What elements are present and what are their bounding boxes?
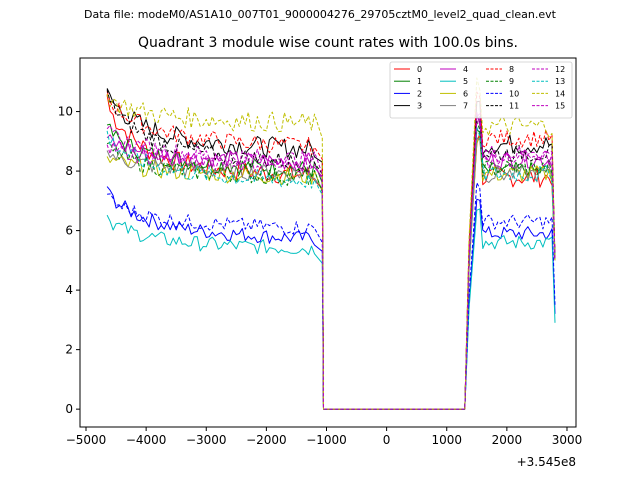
legend-label-2: 2 — [417, 89, 422, 98]
legend-label-15: 15 — [555, 102, 565, 111]
legend-label-4: 4 — [463, 65, 468, 74]
figure-suptitle: Data file: modeM0/AS1A10_007T01_90000042… — [84, 8, 556, 21]
series-line-8 — [106, 91, 556, 410]
series-line-0 — [106, 95, 556, 410]
legend-label-14: 14 — [555, 89, 565, 98]
x-tick-label: 3000 — [552, 433, 583, 447]
legend-label-1: 1 — [417, 77, 422, 86]
legend-label-12: 12 — [555, 65, 565, 74]
series-line-5 — [106, 208, 556, 410]
legend-label-0: 0 — [417, 65, 422, 74]
y-tick-label: 4 — [65, 283, 73, 297]
x-axis: −5000 −4000 −3000 −2000 −1000 0 1000 2000 3000 — [66, 427, 583, 447]
x-tick-label: −3000 — [186, 433, 227, 447]
y-tick-label: 0 — [65, 402, 73, 416]
legend-label-8: 8 — [509, 65, 514, 74]
legend-label-13: 13 — [555, 77, 565, 86]
series-line-13 — [106, 126, 556, 410]
y-axis: 0 2 4 6 8 10 — [58, 105, 80, 416]
legend-label-10: 10 — [509, 89, 519, 98]
series-line-11 — [106, 89, 556, 410]
legend-box — [389, 61, 573, 119]
legend-label-6: 6 — [463, 89, 468, 98]
y-tick-label: 6 — [65, 224, 73, 238]
series-line-7 — [106, 137, 556, 410]
legend-label-11: 11 — [509, 102, 519, 111]
series-line-14 — [106, 77, 556, 410]
y-tick-label: 2 — [65, 343, 73, 357]
series-line-12 — [106, 115, 556, 410]
legend-label-5: 5 — [463, 77, 468, 86]
chart-title: Quadrant 3 module wise count rates with … — [138, 35, 518, 51]
plot-frame — [79, 57, 577, 428]
x-tick-label: −2000 — [246, 433, 287, 447]
x-tick-label: 1000 — [431, 433, 462, 447]
series-line-3 — [106, 88, 556, 410]
legend-label-7: 7 — [463, 102, 468, 111]
series-line-15 — [106, 113, 556, 410]
y-tick-label: 8 — [65, 164, 73, 178]
x-tick-label: −1000 — [306, 433, 347, 447]
series-line-6 — [106, 136, 556, 410]
series-line-10 — [107, 182, 556, 410]
x-tick-label: 2000 — [492, 433, 523, 447]
legend-label-3: 3 — [417, 102, 422, 111]
x-tick-label: 0 — [383, 433, 391, 447]
series-line-2 — [106, 186, 556, 410]
legend-label-9: 9 — [509, 77, 514, 86]
y-tick-label: 10 — [58, 105, 73, 119]
x-tick-label: −4000 — [126, 433, 167, 447]
series-layer — [106, 77, 556, 410]
x-offset-label: +3.545e8 — [517, 455, 576, 469]
x-tick-label: −5000 — [66, 433, 107, 447]
